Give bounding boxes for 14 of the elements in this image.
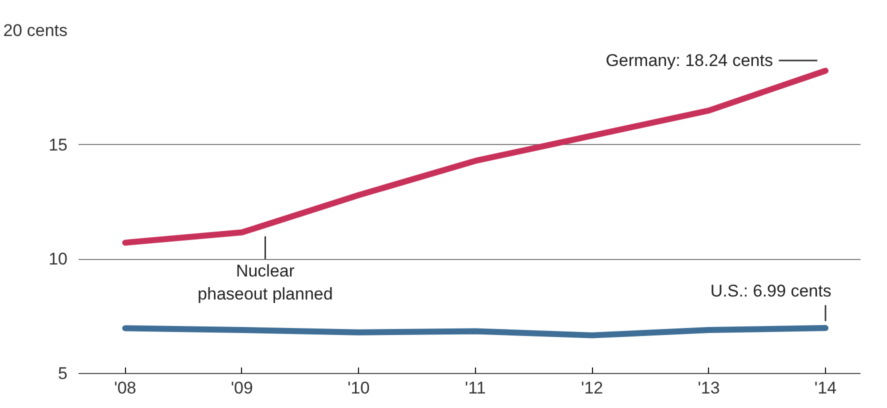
y-tick-label: 20 cents	[3, 21, 68, 40]
text: U.S.: 6.99 cents	[710, 282, 832, 301]
x-tick-label: '11	[464, 378, 486, 398]
y-tick-label: 10	[48, 250, 68, 269]
y-tick-label: 5	[58, 364, 68, 383]
x-tick-label: '14	[814, 378, 837, 398]
x-tick-label: '08	[114, 378, 136, 398]
y-tick-label: 15	[48, 135, 68, 154]
x-tick-label: '10	[348, 378, 370, 398]
x-tick-label: '12	[580, 378, 604, 398]
annotation: Nuclear phaseout planned	[198, 261, 333, 304]
x-tick-label: '13	[698, 378, 720, 398]
text: Germany: 18.24 cents	[606, 50, 773, 70]
x-tick-label: '09	[230, 378, 253, 398]
